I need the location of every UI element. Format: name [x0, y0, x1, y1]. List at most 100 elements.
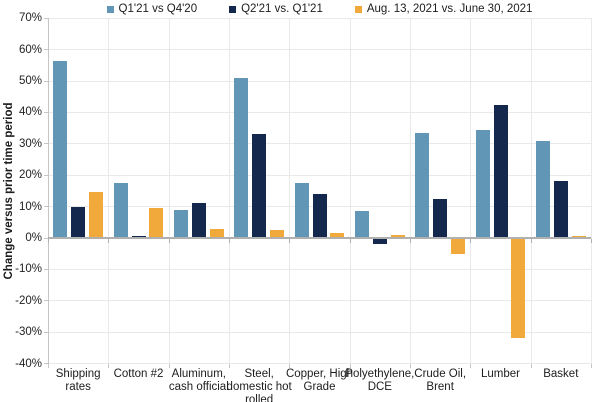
vertical-gridline	[168, 18, 170, 364]
vertical-gridline	[410, 18, 411, 364]
bar	[553, 181, 568, 238]
bar	[390, 234, 405, 238]
horizontal-gridline	[48, 17, 591, 19]
zero-line	[48, 237, 591, 239]
baseline-category-tick	[530, 239, 532, 243]
y-axis-tick	[44, 331, 48, 333]
baseline-category-tick	[410, 239, 411, 243]
legend-label: Aug. 13, 2021 vs. June 30, 2021	[366, 3, 533, 15]
x-category-label: Basket	[543, 367, 579, 380]
horizontal-gridline	[48, 111, 591, 113]
vertical-gridline	[289, 18, 291, 364]
y-tick-label: 10%	[18, 200, 42, 213]
horizontal-gridline	[48, 300, 591, 302]
baseline-category-tick	[349, 239, 351, 243]
y-tick-label: 60%	[18, 43, 42, 56]
legend-item: Q2'21 vs. Q1'21	[229, 3, 323, 15]
horizontal-gridline	[48, 49, 591, 51]
legend: Q1'21 vs Q4'20 Q2'21 vs. Q1'21 Aug. 13, 20…	[48, 3, 591, 15]
y-tick-label: -40%	[15, 357, 42, 370]
baseline-category-tick	[470, 239, 472, 243]
bar	[113, 183, 128, 238]
bar	[312, 194, 327, 238]
x-category-label: Aluminum, cash official	[168, 367, 229, 393]
x-category-label: Copper, High Grade	[285, 367, 354, 393]
horizontal-gridline	[48, 143, 591, 145]
bottom-category-tick	[591, 363, 592, 368]
bar	[450, 238, 465, 254]
bar	[493, 104, 508, 238]
bar	[53, 60, 68, 238]
bar	[174, 209, 189, 238]
vertical-gridline	[229, 18, 230, 364]
baseline-category-tick	[591, 239, 592, 243]
bottom-category-tick	[349, 363, 351, 368]
x-category-label: Steel, domestic hot rolled	[226, 367, 292, 402]
bottom-category-tick	[229, 363, 230, 368]
bar	[149, 208, 164, 238]
bar	[355, 211, 370, 238]
vertical-gridline	[591, 18, 592, 364]
y-axis-tick	[44, 111, 48, 113]
bar	[511, 238, 526, 339]
bar	[269, 230, 284, 238]
legend-swatch-icon	[354, 5, 362, 13]
y-tick-label: 20%	[18, 169, 42, 182]
bar	[209, 228, 224, 238]
baseline-category-tick	[229, 239, 230, 243]
y-axis-tick	[44, 174, 48, 176]
bar	[475, 129, 490, 238]
bar	[252, 134, 267, 238]
y-axis-tick	[44, 300, 48, 302]
y-tick-label: -30%	[15, 326, 42, 339]
y-tick-label: 30%	[18, 137, 42, 150]
bar	[71, 206, 86, 238]
baseline-category-tick	[48, 239, 49, 243]
y-axis-tick	[44, 268, 48, 270]
legend-item: Aug. 13, 2021 vs. June 30, 2021	[354, 3, 533, 15]
bar	[536, 140, 551, 238]
horizontal-gridline	[48, 363, 591, 365]
legend-label: Q1'21 vs Q4'20	[118, 3, 198, 15]
y-axis-tick	[44, 17, 48, 19]
legend-item: Q1'21 vs Q4'20	[106, 3, 198, 15]
legend-label: Q2'21 vs. Q1'21	[241, 3, 323, 15]
horizontal-gridline	[48, 80, 591, 82]
y-axis-tick	[44, 237, 48, 239]
horizontal-gridline	[48, 174, 591, 176]
y-tick-label: 40%	[18, 106, 42, 119]
vertical-gridline	[530, 18, 532, 364]
horizontal-gridline	[48, 331, 591, 333]
y-tick-label: 0%	[25, 232, 42, 244]
y-axis-tick	[44, 80, 48, 82]
x-category-label: Cotton #2	[113, 367, 164, 380]
bar	[294, 183, 309, 238]
bar	[88, 192, 103, 238]
baseline-category-tick	[289, 239, 291, 243]
bottom-category-tick	[530, 363, 532, 368]
bar	[372, 238, 387, 245]
bar	[330, 233, 345, 238]
legend-swatch-icon	[106, 5, 114, 13]
horizontal-gridline	[48, 268, 591, 270]
bar	[191, 203, 206, 238]
bar	[234, 77, 249, 238]
y-axis-line	[48, 18, 49, 364]
y-tick-label: -10%	[15, 263, 42, 276]
bottom-category-tick	[168, 363, 170, 368]
y-axis-tick	[44, 49, 48, 51]
y-tick-label: 70%	[18, 12, 42, 25]
y-tick-label: 50%	[18, 75, 42, 87]
y-axis-tick	[44, 206, 48, 208]
bottom-category-tick	[48, 363, 49, 368]
x-category-label: Lumber	[481, 367, 520, 380]
y-tick-label: -20%	[15, 294, 42, 307]
bottom-category-tick	[108, 363, 110, 368]
x-category-label: Polyethylene, DCE	[345, 367, 415, 393]
legend-swatch-icon	[229, 5, 237, 13]
bottom-category-tick	[470, 363, 472, 368]
vertical-gridline	[349, 18, 351, 364]
baseline-category-tick	[108, 239, 110, 243]
bar	[415, 132, 430, 238]
